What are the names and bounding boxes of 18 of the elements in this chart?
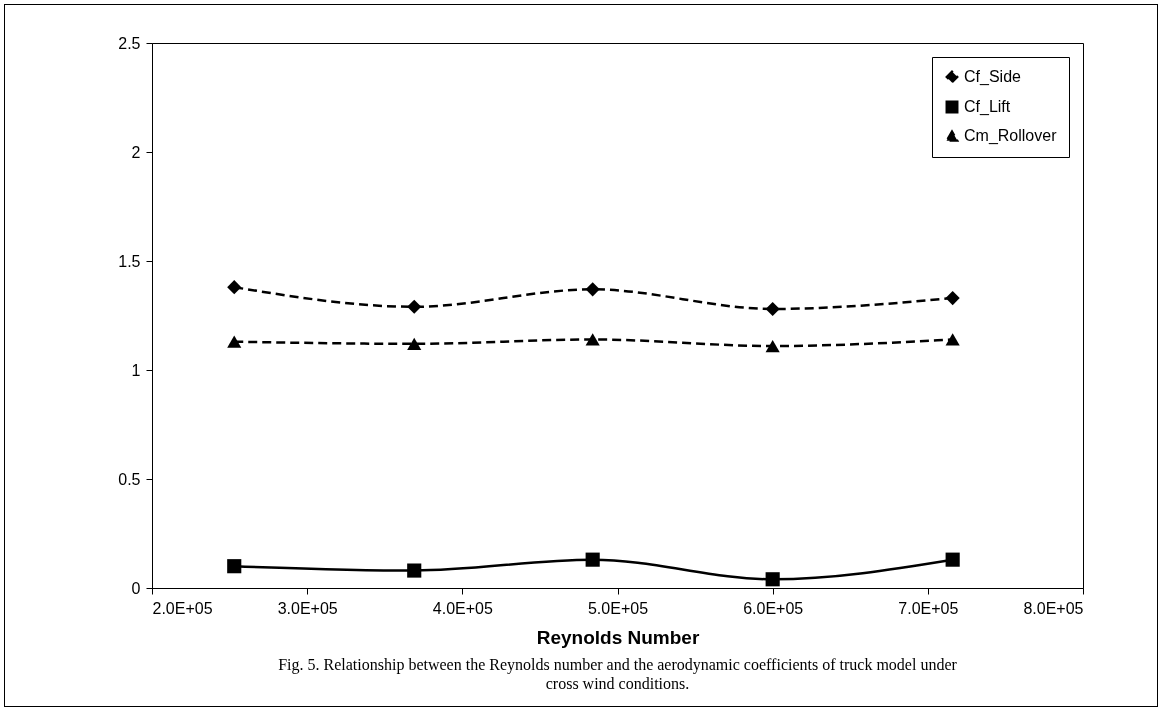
- y-tick-label: 0.5: [118, 470, 141, 488]
- legend-label: Cf_Lift: [964, 98, 1011, 116]
- x-tick-label: 4.0E+05: [432, 599, 493, 617]
- caption: Fig. 5. Relationship between the Reynolds number and the aerodynamic coefficients of truck model under cross wind conditions.: [278, 656, 958, 692]
- x-tick-label: 3.0E+05: [277, 599, 338, 617]
- y-tick-label: 1: [131, 361, 141, 379]
- x-tick-label: 2.0E+05: [152, 599, 213, 617]
- x-tick-label: 7.0E+05: [898, 599, 959, 617]
- x-tick-label: 8.0E+05: [1023, 599, 1084, 617]
- y-tick-label: 2: [131, 143, 141, 161]
- legend-label: Cm_Rollover: [964, 127, 1058, 145]
- x-axis-title: Reynolds Number: [536, 626, 700, 648]
- y-tick-label: 0: [131, 579, 141, 597]
- x-tick-label: 5.0E+05: [587, 599, 649, 617]
- legend-label: Cf_Side: [964, 68, 1022, 86]
- x-tick-label: 6.0E+05: [743, 599, 804, 617]
- y-tick-label: 1.5: [118, 252, 141, 270]
- y-tick-label: 2.5: [118, 34, 141, 52]
